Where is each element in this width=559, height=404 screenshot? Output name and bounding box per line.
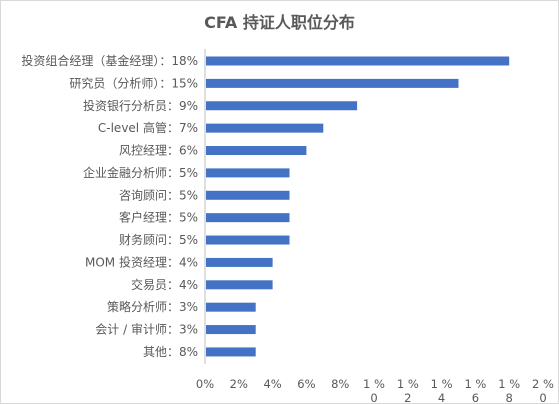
chart-title: CFA 持证人职位分布: [204, 13, 355, 32]
bar: [206, 280, 273, 290]
x-tick-label: 2%: [230, 377, 248, 391]
x-tick-label: 1 % 4: [431, 377, 453, 403]
category-label: 咨询顾问：5%: [119, 187, 198, 202]
category-label: 客户经理：5%: [119, 210, 198, 225]
bar: [206, 146, 307, 156]
category-label: 会计 / 审计师：3%: [95, 322, 198, 337]
category-label: 策略分析师：3%: [107, 299, 198, 314]
category-label: 交易员：4%: [131, 277, 198, 292]
x-tick-label: 8%: [331, 377, 349, 391]
bar: [206, 123, 324, 133]
category-label: 风控经理：6%: [119, 144, 198, 158]
bar: [206, 78, 459, 88]
x-tick-label: 4%: [263, 377, 281, 391]
bar: [206, 168, 290, 178]
bar: [206, 302, 256, 312]
category-label: MOM 投资经理：4%: [85, 254, 198, 269]
category-label: 投资组合经理（基金经理）：18%: [21, 53, 198, 68]
x-tick-label: 1 % 6: [464, 377, 486, 403]
bar: [206, 213, 290, 223]
x-tick-label: 1 % 8: [498, 377, 520, 403]
bar: [206, 347, 256, 357]
bar: [206, 101, 358, 111]
bar: [206, 56, 510, 66]
category-label: 财务顾问：5%: [119, 232, 198, 247]
bar: [206, 325, 256, 335]
category-label: 企业金融分析师：5%: [83, 165, 198, 180]
x-tick-label: 2 % 0: [532, 377, 554, 403]
category-label: C-level 高管：7%: [98, 120, 198, 135]
category-label: 其他：8%: [143, 345, 198, 359]
x-tick-label: 1 % 0: [363, 377, 385, 403]
bar: [206, 235, 290, 245]
category-label: 研究员（分析师）：15%: [69, 75, 198, 90]
bar: [206, 257, 273, 267]
x-tick-label: 0%: [196, 377, 214, 391]
x-tick-label: 6%: [297, 377, 315, 391]
category-label: 投资银行分析员：9%: [83, 98, 198, 113]
bar: [206, 190, 290, 200]
x-tick-label: 1 % 2: [397, 377, 419, 403]
